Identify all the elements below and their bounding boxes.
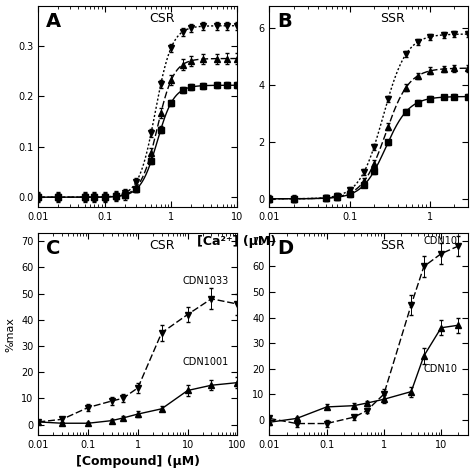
Text: SSR: SSR bbox=[381, 239, 405, 252]
Text: CSR: CSR bbox=[149, 11, 174, 25]
Text: D: D bbox=[277, 239, 293, 258]
Text: CDN1001: CDN1001 bbox=[183, 357, 229, 367]
Text: CDN10: CDN10 bbox=[424, 364, 458, 374]
Text: C: C bbox=[46, 239, 61, 258]
Text: [Ca²⁺] (μM): [Ca²⁺] (μM) bbox=[198, 235, 276, 247]
Text: SSR: SSR bbox=[381, 11, 405, 25]
Text: CDN10: CDN10 bbox=[424, 236, 458, 246]
Text: CSR: CSR bbox=[149, 239, 174, 252]
Text: CDN1033: CDN1033 bbox=[183, 276, 229, 286]
X-axis label: [Compound] (μM): [Compound] (μM) bbox=[76, 456, 200, 468]
Y-axis label: %max: %max bbox=[6, 317, 16, 352]
Text: B: B bbox=[277, 11, 292, 31]
Text: A: A bbox=[46, 11, 62, 31]
